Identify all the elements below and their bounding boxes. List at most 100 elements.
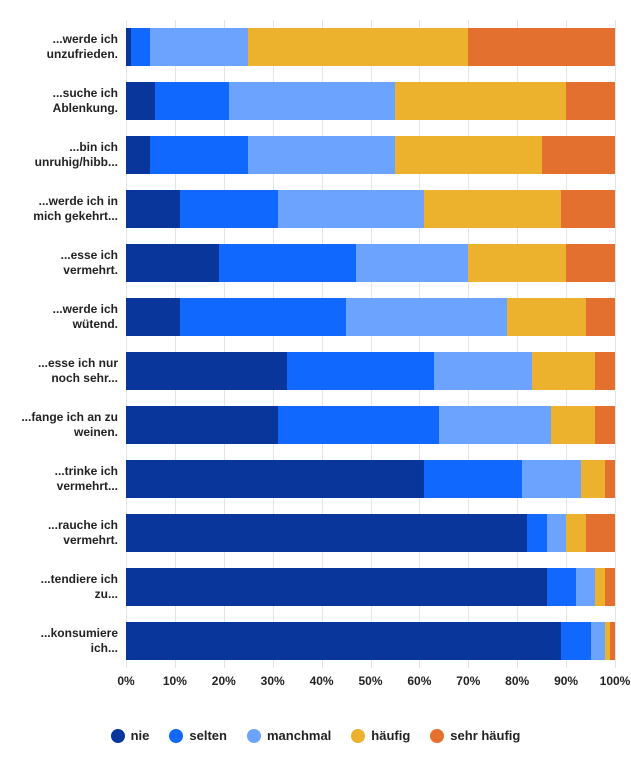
bar-segment-haeufig <box>507 298 585 336</box>
bars-container <box>126 20 615 668</box>
x-axis: 0%10%20%30%40%50%60%70%80%90%100% <box>126 668 615 692</box>
y-axis-label: ...esse ich vermehrt. <box>16 236 126 290</box>
bar-segment-selten <box>561 622 590 660</box>
bar-segment-manchmal <box>547 514 567 552</box>
legend-item-selten: selten <box>169 728 227 743</box>
y-axis-label: ...esse ich nur noch sehr... <box>16 344 126 398</box>
bar-segment-sehr_haeufig <box>566 244 615 282</box>
bar-segment-manchmal <box>248 136 395 174</box>
bar-row <box>126 236 615 290</box>
bar-row <box>126 614 615 668</box>
bar-segment-manchmal <box>434 352 532 390</box>
bar-segment-selten <box>150 136 248 174</box>
bar-row <box>126 560 615 614</box>
y-axis-label: ...fange ich an zu weinen. <box>16 398 126 452</box>
legend-swatch <box>247 729 261 743</box>
stacked-bar <box>126 622 615 660</box>
stacked-bar <box>126 82 615 120</box>
bar-segment-haeufig <box>566 514 586 552</box>
y-axis-label: ...trinke ich vermehrt... <box>16 452 126 506</box>
bar-segment-nie <box>126 298 180 336</box>
stacked-bar <box>126 568 615 606</box>
bar-row <box>126 506 615 560</box>
bar-segment-sehr_haeufig <box>586 514 615 552</box>
bar-segment-sehr_haeufig <box>566 82 615 120</box>
stacked-bar-chart: ...werde ich unzufrieden....suche ich Ab… <box>16 20 615 743</box>
stacked-bar <box>126 460 615 498</box>
stacked-bar <box>126 514 615 552</box>
bar-segment-haeufig <box>248 28 468 66</box>
bar-segment-selten <box>131 28 151 66</box>
bar-segment-sehr_haeufig <box>595 406 615 444</box>
bar-row <box>126 182 615 236</box>
bar-segment-sehr_haeufig <box>595 352 615 390</box>
bar-segment-selten <box>287 352 434 390</box>
bar-row <box>126 452 615 506</box>
legend-item-nie: nie <box>111 728 150 743</box>
stacked-bar <box>126 190 615 228</box>
bar-segment-manchmal <box>229 82 395 120</box>
x-axis-tick: 30% <box>261 674 285 688</box>
bar-segment-haeufig <box>551 406 595 444</box>
bar-segment-selten <box>155 82 228 120</box>
bar-segment-manchmal <box>278 190 425 228</box>
bar-segment-nie <box>126 190 180 228</box>
y-axis-label: ...konsumiere ich... <box>16 614 126 668</box>
bar-segment-haeufig <box>595 568 605 606</box>
bar-row <box>126 74 615 128</box>
bar-segment-selten <box>278 406 439 444</box>
bar-segment-nie <box>126 460 424 498</box>
stacked-bar <box>126 244 615 282</box>
x-axis-tick: 90% <box>554 674 578 688</box>
bar-segment-nie <box>126 352 287 390</box>
x-axis-tick: 100% <box>600 674 631 688</box>
y-axis-label: ...suche ich Ablenkung. <box>16 74 126 128</box>
x-axis-tick: 50% <box>358 674 382 688</box>
legend-label: selten <box>189 728 227 743</box>
legend-swatch <box>169 729 183 743</box>
bar-segment-haeufig <box>424 190 561 228</box>
x-axis-tick: 0% <box>117 674 134 688</box>
bar-row <box>126 398 615 452</box>
y-axis-label: ...werde ich unzufrieden. <box>16 20 126 74</box>
bar-segment-manchmal <box>591 622 606 660</box>
bar-segment-haeufig <box>532 352 596 390</box>
stacked-bar <box>126 28 615 66</box>
y-axis-label: ...werde ich in mich gekehrt... <box>16 182 126 236</box>
legend-label: manchmal <box>267 728 331 743</box>
bar-segment-manchmal <box>346 298 507 336</box>
legend-label: nie <box>131 728 150 743</box>
bars <box>126 20 615 668</box>
stacked-bar <box>126 298 615 336</box>
bar-segment-selten <box>219 244 356 282</box>
bar-segment-selten <box>527 514 547 552</box>
legend-label: sehr häufig <box>450 728 520 743</box>
x-axis-tick: 40% <box>310 674 334 688</box>
y-axis-labels: ...werde ich unzufrieden....suche ich Ab… <box>16 20 126 668</box>
stacked-bar <box>126 136 615 174</box>
bar-segment-nie <box>126 568 547 606</box>
bar-segment-haeufig <box>581 460 605 498</box>
legend-swatch <box>430 729 444 743</box>
bar-segment-nie <box>126 622 561 660</box>
bar-segment-selten <box>424 460 522 498</box>
x-axis-tick: 10% <box>163 674 187 688</box>
legend-item-haeufig: häufig <box>351 728 410 743</box>
bar-segment-nie <box>126 244 219 282</box>
y-axis-label: ...bin ich unruhig/hibb... <box>16 128 126 182</box>
plot-area: ...werde ich unzufrieden....suche ich Ab… <box>16 20 615 668</box>
bar-segment-selten <box>547 568 576 606</box>
bar-segment-haeufig <box>395 82 566 120</box>
bar-segment-sehr_haeufig <box>586 298 615 336</box>
bar-segment-haeufig <box>395 136 542 174</box>
bar-segment-selten <box>180 190 278 228</box>
bar-segment-manchmal <box>576 568 596 606</box>
bar-segment-manchmal <box>522 460 581 498</box>
legend-swatch <box>351 729 365 743</box>
bar-row <box>126 20 615 74</box>
bar-segment-nie <box>126 136 150 174</box>
bar-segment-selten <box>180 298 346 336</box>
y-axis-label: ...tendiere ich zu... <box>16 560 126 614</box>
bar-segment-manchmal <box>439 406 551 444</box>
bar-segment-nie <box>126 82 155 120</box>
